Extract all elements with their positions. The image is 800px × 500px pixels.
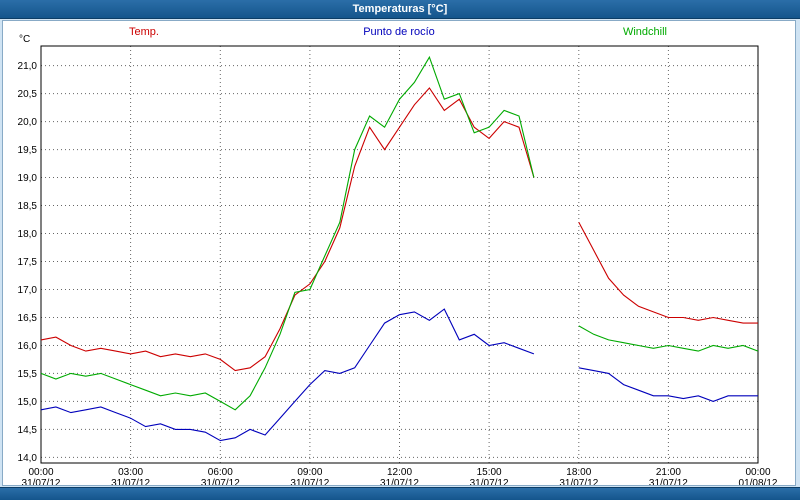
legend-item-dew-point: Punto de rocío xyxy=(363,26,435,38)
svg-text:21:00: 21:00 xyxy=(656,467,681,478)
svg-text:14,0: 14,0 xyxy=(18,453,38,464)
svg-text:17,5: 17,5 xyxy=(18,257,38,268)
page-title: Temperaturas [°C] xyxy=(352,3,448,15)
svg-text:18:00: 18:00 xyxy=(566,467,591,478)
svg-text:17,0: 17,0 xyxy=(18,285,38,296)
svg-text:20,5: 20,5 xyxy=(18,89,38,100)
svg-text:03:00: 03:00 xyxy=(118,467,143,478)
legend-item-temp: Temp. xyxy=(129,26,159,38)
svg-text:16,0: 16,0 xyxy=(18,341,38,352)
svg-text:00:00: 00:00 xyxy=(28,467,53,478)
svg-text:31/07/12: 31/07/12 xyxy=(470,478,509,485)
temperature-chart: 21,0 20,5 20,0 19,5 19,0 18,5 18,0 17,5 17,0 16,5… xyxy=(18,45,778,485)
svg-text:31/07/12: 31/07/12 xyxy=(201,478,240,485)
svg-text:14,5: 14,5 xyxy=(18,425,38,436)
svg-text:31/07/12: 31/07/12 xyxy=(380,478,419,485)
svg-text:31/07/12: 31/07/12 xyxy=(649,478,688,485)
svg-text:12:00: 12:00 xyxy=(387,467,412,478)
svg-text:19,5: 19,5 xyxy=(18,145,38,156)
svg-text:15,5: 15,5 xyxy=(18,369,38,380)
bottom-bar xyxy=(0,487,800,500)
svg-text:06:00: 06:00 xyxy=(208,467,233,478)
svg-text:21,0: 21,0 xyxy=(18,61,38,72)
svg-text:31/07/12: 31/07/12 xyxy=(290,478,329,485)
svg-text:00:00: 00:00 xyxy=(745,467,770,478)
svg-text:20,0: 20,0 xyxy=(18,117,38,128)
svg-text:19,0: 19,0 xyxy=(18,173,38,184)
svg-text:31/07/12: 31/07/12 xyxy=(22,478,61,485)
svg-text:15,0: 15,0 xyxy=(18,397,38,408)
svg-text:31/07/12: 31/07/12 xyxy=(559,478,598,485)
svg-text:01/08/12: 01/08/12 xyxy=(739,478,778,485)
title-bar: Temperaturas [°C] xyxy=(0,0,800,19)
svg-text:18,5: 18,5 xyxy=(18,201,38,212)
svg-text:15:00: 15:00 xyxy=(477,467,502,478)
chart-panel: Temp. Punto de rocío Windchill °C 21,0 20… xyxy=(2,20,796,486)
svg-text:31/07/12: 31/07/12 xyxy=(111,478,150,485)
legend-item-windchill: Windchill xyxy=(622,26,667,38)
svg-text:16,5: 16,5 xyxy=(18,313,38,324)
y-axis-unit-label: °C xyxy=(19,34,31,45)
svg-text:18,0: 18,0 xyxy=(18,229,38,240)
svg-text:09:00: 09:00 xyxy=(297,467,322,478)
